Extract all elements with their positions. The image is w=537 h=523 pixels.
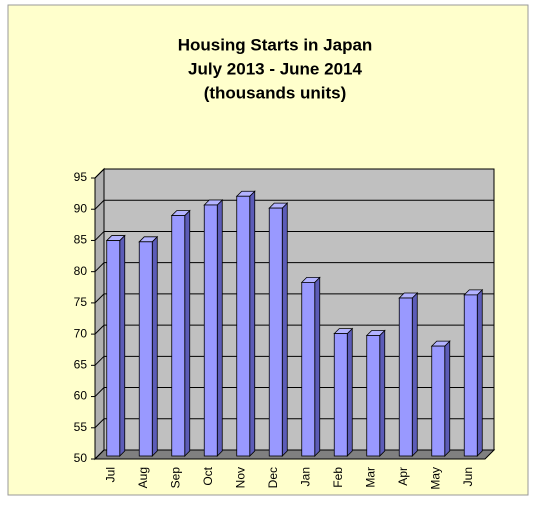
bar xyxy=(398,297,413,457)
x-tick-label: Jun xyxy=(461,467,475,486)
grid-line xyxy=(94,262,494,273)
x-tick-label: Nov xyxy=(233,467,247,488)
grid-line xyxy=(94,449,494,460)
grid-line xyxy=(94,230,494,241)
x-tick-label: Aug xyxy=(136,467,150,488)
bar xyxy=(138,241,153,457)
grid-line xyxy=(94,324,494,335)
bar xyxy=(268,207,283,457)
bar-side xyxy=(314,276,321,457)
bar xyxy=(431,345,446,457)
x-tick-label: Jul xyxy=(103,467,117,482)
grid-line xyxy=(94,418,494,429)
y-tick-label: 50 xyxy=(74,451,88,465)
grid-line xyxy=(94,199,494,210)
bar-side xyxy=(249,190,256,457)
y-tick-label: 90 xyxy=(74,201,88,215)
bar-side xyxy=(184,209,191,457)
bar-side xyxy=(379,329,386,457)
chart-title: July 2013 - June 2014 xyxy=(188,59,362,78)
bar xyxy=(106,240,121,457)
y-tick-label: 85 xyxy=(74,233,88,247)
grid-line xyxy=(94,387,494,397)
x-tick-label: Feb xyxy=(331,467,345,488)
y-tick-label: 80 xyxy=(74,264,88,278)
bar xyxy=(236,195,251,457)
y-tick-label: 95 xyxy=(74,170,88,184)
bar-side xyxy=(411,292,418,457)
y-tick-label: 65 xyxy=(74,358,88,372)
bar-side xyxy=(346,327,353,457)
chart-title: Housing Starts in Japan xyxy=(178,35,373,54)
y-tick-label: 55 xyxy=(74,420,88,434)
x-tick-label: Mar xyxy=(363,467,377,488)
bar xyxy=(463,294,478,457)
bar-side xyxy=(216,199,223,457)
grid-line xyxy=(94,355,494,366)
x-tick-label: Oct xyxy=(201,466,215,485)
x-tick-label: Dec xyxy=(266,467,280,488)
bar-side xyxy=(476,288,483,457)
bar-side xyxy=(444,340,451,457)
x-tick-label: Sep xyxy=(168,467,182,489)
bar-side xyxy=(151,235,158,457)
y-tick-label: 70 xyxy=(74,326,88,340)
x-tick-label: May xyxy=(428,467,442,490)
bar-side xyxy=(281,202,288,457)
bar xyxy=(366,335,381,457)
x-tick-label: Jan xyxy=(298,467,312,486)
side-wall xyxy=(94,167,105,461)
chart-title: (thousands units) xyxy=(204,83,347,102)
grid-line xyxy=(94,168,494,179)
bar xyxy=(171,215,186,457)
y-tick-label: 60 xyxy=(74,389,88,403)
bar xyxy=(333,333,348,457)
bar xyxy=(203,204,218,457)
bar xyxy=(301,282,316,457)
x-tick-label: Apr xyxy=(396,467,410,486)
bar-side xyxy=(119,234,126,457)
grid-line xyxy=(94,293,494,304)
y-tick-label: 75 xyxy=(74,295,88,309)
